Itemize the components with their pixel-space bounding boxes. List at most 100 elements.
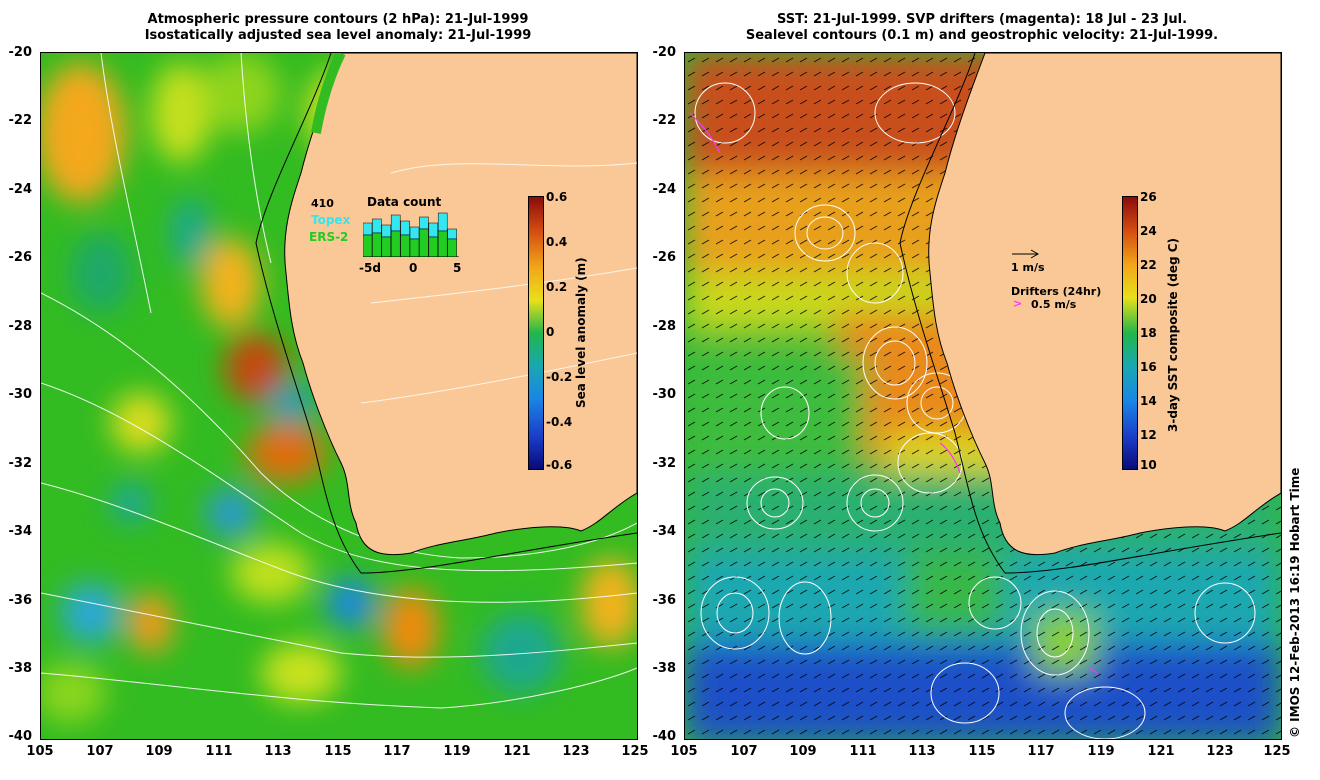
right-y-tick: -36 xyxy=(652,593,677,608)
histogram-bar-ers2 xyxy=(381,236,392,257)
sea-level-field xyxy=(41,53,637,739)
drifters-scale-label: 0.5 m/s xyxy=(1031,298,1077,311)
histogram-bar-topex xyxy=(372,218,382,234)
left-y-tick: -28 xyxy=(8,319,33,334)
histogram-bar-ers2 xyxy=(363,234,373,257)
left-x-tick: 119 xyxy=(443,744,471,759)
sst-tick-6: 14 xyxy=(1140,394,1157,408)
right-x-tick: 109 xyxy=(789,744,817,759)
sea-level-colorbar xyxy=(528,196,544,470)
histogram-bar-ers2 xyxy=(390,230,401,257)
right-y-tick: -22 xyxy=(652,113,677,128)
histogram-bar-topex xyxy=(390,214,401,232)
drifters-title: Drifters (24hr) xyxy=(1011,285,1102,298)
left-x-tick: 115 xyxy=(324,744,352,759)
left-y-tick: -32 xyxy=(8,456,33,471)
histogram-bar-ers2 xyxy=(428,236,439,257)
right-y-tick: -34 xyxy=(652,524,677,539)
right-y-tick: -38 xyxy=(652,661,677,676)
left-title-line1: Atmospheric pressure contours (2 hPa): 2… xyxy=(147,12,529,27)
right-x-tick: 119 xyxy=(1087,744,1115,759)
histogram-bar-ers2 xyxy=(437,230,448,257)
right-x-tick: 121 xyxy=(1147,744,1175,759)
sst-tick-4: 18 xyxy=(1140,326,1157,340)
right-x-tick: 123 xyxy=(1206,744,1234,759)
histogram-bar-ers2 xyxy=(400,234,410,257)
left-y-tick: -24 xyxy=(8,182,33,197)
left-x-tick: 125 xyxy=(621,744,649,759)
sst-tick-3: 20 xyxy=(1140,292,1157,306)
left-y-tick: -40 xyxy=(8,729,33,744)
left-x-tick: 105 xyxy=(26,744,54,759)
sst-colorbar xyxy=(1122,196,1138,470)
right-y-tick: -20 xyxy=(652,45,677,60)
right-x-tick: 125 xyxy=(1263,744,1291,759)
right-y-tick: -30 xyxy=(652,387,677,402)
histogram-bar-topex xyxy=(409,226,420,240)
right-y-tick: -28 xyxy=(652,319,677,334)
sl-tick-3: 0 xyxy=(546,325,555,339)
sst-tick-1: 24 xyxy=(1140,224,1157,238)
hist-tick-zero: 0 xyxy=(409,261,418,275)
left-x-tick: 109 xyxy=(145,744,173,759)
sst-field xyxy=(685,53,1281,739)
right-y-tick: -24 xyxy=(652,182,677,197)
left-x-tick: 121 xyxy=(503,744,531,759)
right-y-tick: -32 xyxy=(652,456,677,471)
sst-tick-0: 26 xyxy=(1140,190,1157,204)
histogram-bar-ers2 xyxy=(372,232,382,257)
left-y-tick: -20 xyxy=(8,45,33,60)
legend-ers2: ERS-2 xyxy=(309,230,349,244)
left-y-tick: -22 xyxy=(8,113,33,128)
velocity-scale-arrow xyxy=(1012,249,1040,259)
left-y-tick: -34 xyxy=(8,524,33,539)
left-y-tick: -30 xyxy=(8,387,33,402)
drifters-arrow-icon: > xyxy=(1013,297,1023,310)
left-x-tick: 113 xyxy=(264,744,292,759)
right-y-tick: -26 xyxy=(652,250,677,265)
histogram-bar-ers2 xyxy=(419,228,429,257)
histogram-bar-topex xyxy=(437,212,448,232)
right-x-tick: 113 xyxy=(908,744,936,759)
australia-landmass xyxy=(284,53,637,556)
histogram-bar-topex xyxy=(447,228,457,240)
hist-tick-minus5: -5d xyxy=(359,261,381,275)
right-x-tick: 105 xyxy=(670,744,698,759)
hist-tick-5: 5 xyxy=(453,261,462,275)
australia-landmass-sst xyxy=(928,53,1281,556)
sst-tick-7: 12 xyxy=(1140,428,1157,442)
left-y-tick: -36 xyxy=(8,593,33,608)
histogram-bar-topex xyxy=(400,220,410,236)
histogram-bar-topex xyxy=(381,224,392,238)
histogram-bar-topex xyxy=(419,216,429,230)
right-title-line1: SST: 21-Jul-1999. SVP drifters (magenta)… xyxy=(776,12,1188,27)
right-x-tick: 111 xyxy=(849,744,877,759)
left-y-tick: -38 xyxy=(8,661,33,676)
right-x-tick: 107 xyxy=(730,744,758,759)
left-title-line2: Isostatically adjusted sea level anomaly… xyxy=(144,28,532,43)
histogram-bar-ers2 xyxy=(409,238,420,257)
right-y-tick: -40 xyxy=(652,729,677,744)
histogram-bar-topex xyxy=(363,222,373,236)
sst-map: 1 m/s Drifters (24hr) > 0.5 m/s xyxy=(684,52,1282,740)
left-title: Atmospheric pressure contours (2 hPa): 2… xyxy=(40,12,636,44)
sea-level-colorbar-label: Sea level anomaly (m) xyxy=(574,257,588,408)
sl-tick-0: 0.6 xyxy=(546,190,568,204)
sst-tick-2: 22 xyxy=(1140,258,1157,272)
sst-colorbar-label: 3-day SST composite (deg C) xyxy=(1166,237,1180,432)
histogram-bar-topex xyxy=(428,222,439,238)
right-x-tick: 117 xyxy=(1027,744,1055,759)
left-x-tick: 123 xyxy=(562,744,590,759)
legend-topex: Topex xyxy=(311,213,351,227)
right-title-line2: Sealevel contours (0.1 m) and geostrophi… xyxy=(745,28,1219,43)
data-count-max-label: 410 xyxy=(311,197,334,210)
data-count-title: Data count xyxy=(367,195,442,209)
sl-tick-1: 0.4 xyxy=(546,235,568,249)
left-x-tick: 107 xyxy=(86,744,114,759)
sea-level-map: 410 Topex ERS-2 Data count -5d 0 5 xyxy=(40,52,638,740)
histogram-bar-ers2 xyxy=(447,238,457,257)
imos-credit: © IMOS 12-Feb-2013 16:19 Hobart Time xyxy=(1288,467,1302,738)
left-x-tick: 117 xyxy=(383,744,411,759)
sl-tick-4: -0.2 xyxy=(546,370,573,384)
data-count-histogram xyxy=(363,212,459,257)
